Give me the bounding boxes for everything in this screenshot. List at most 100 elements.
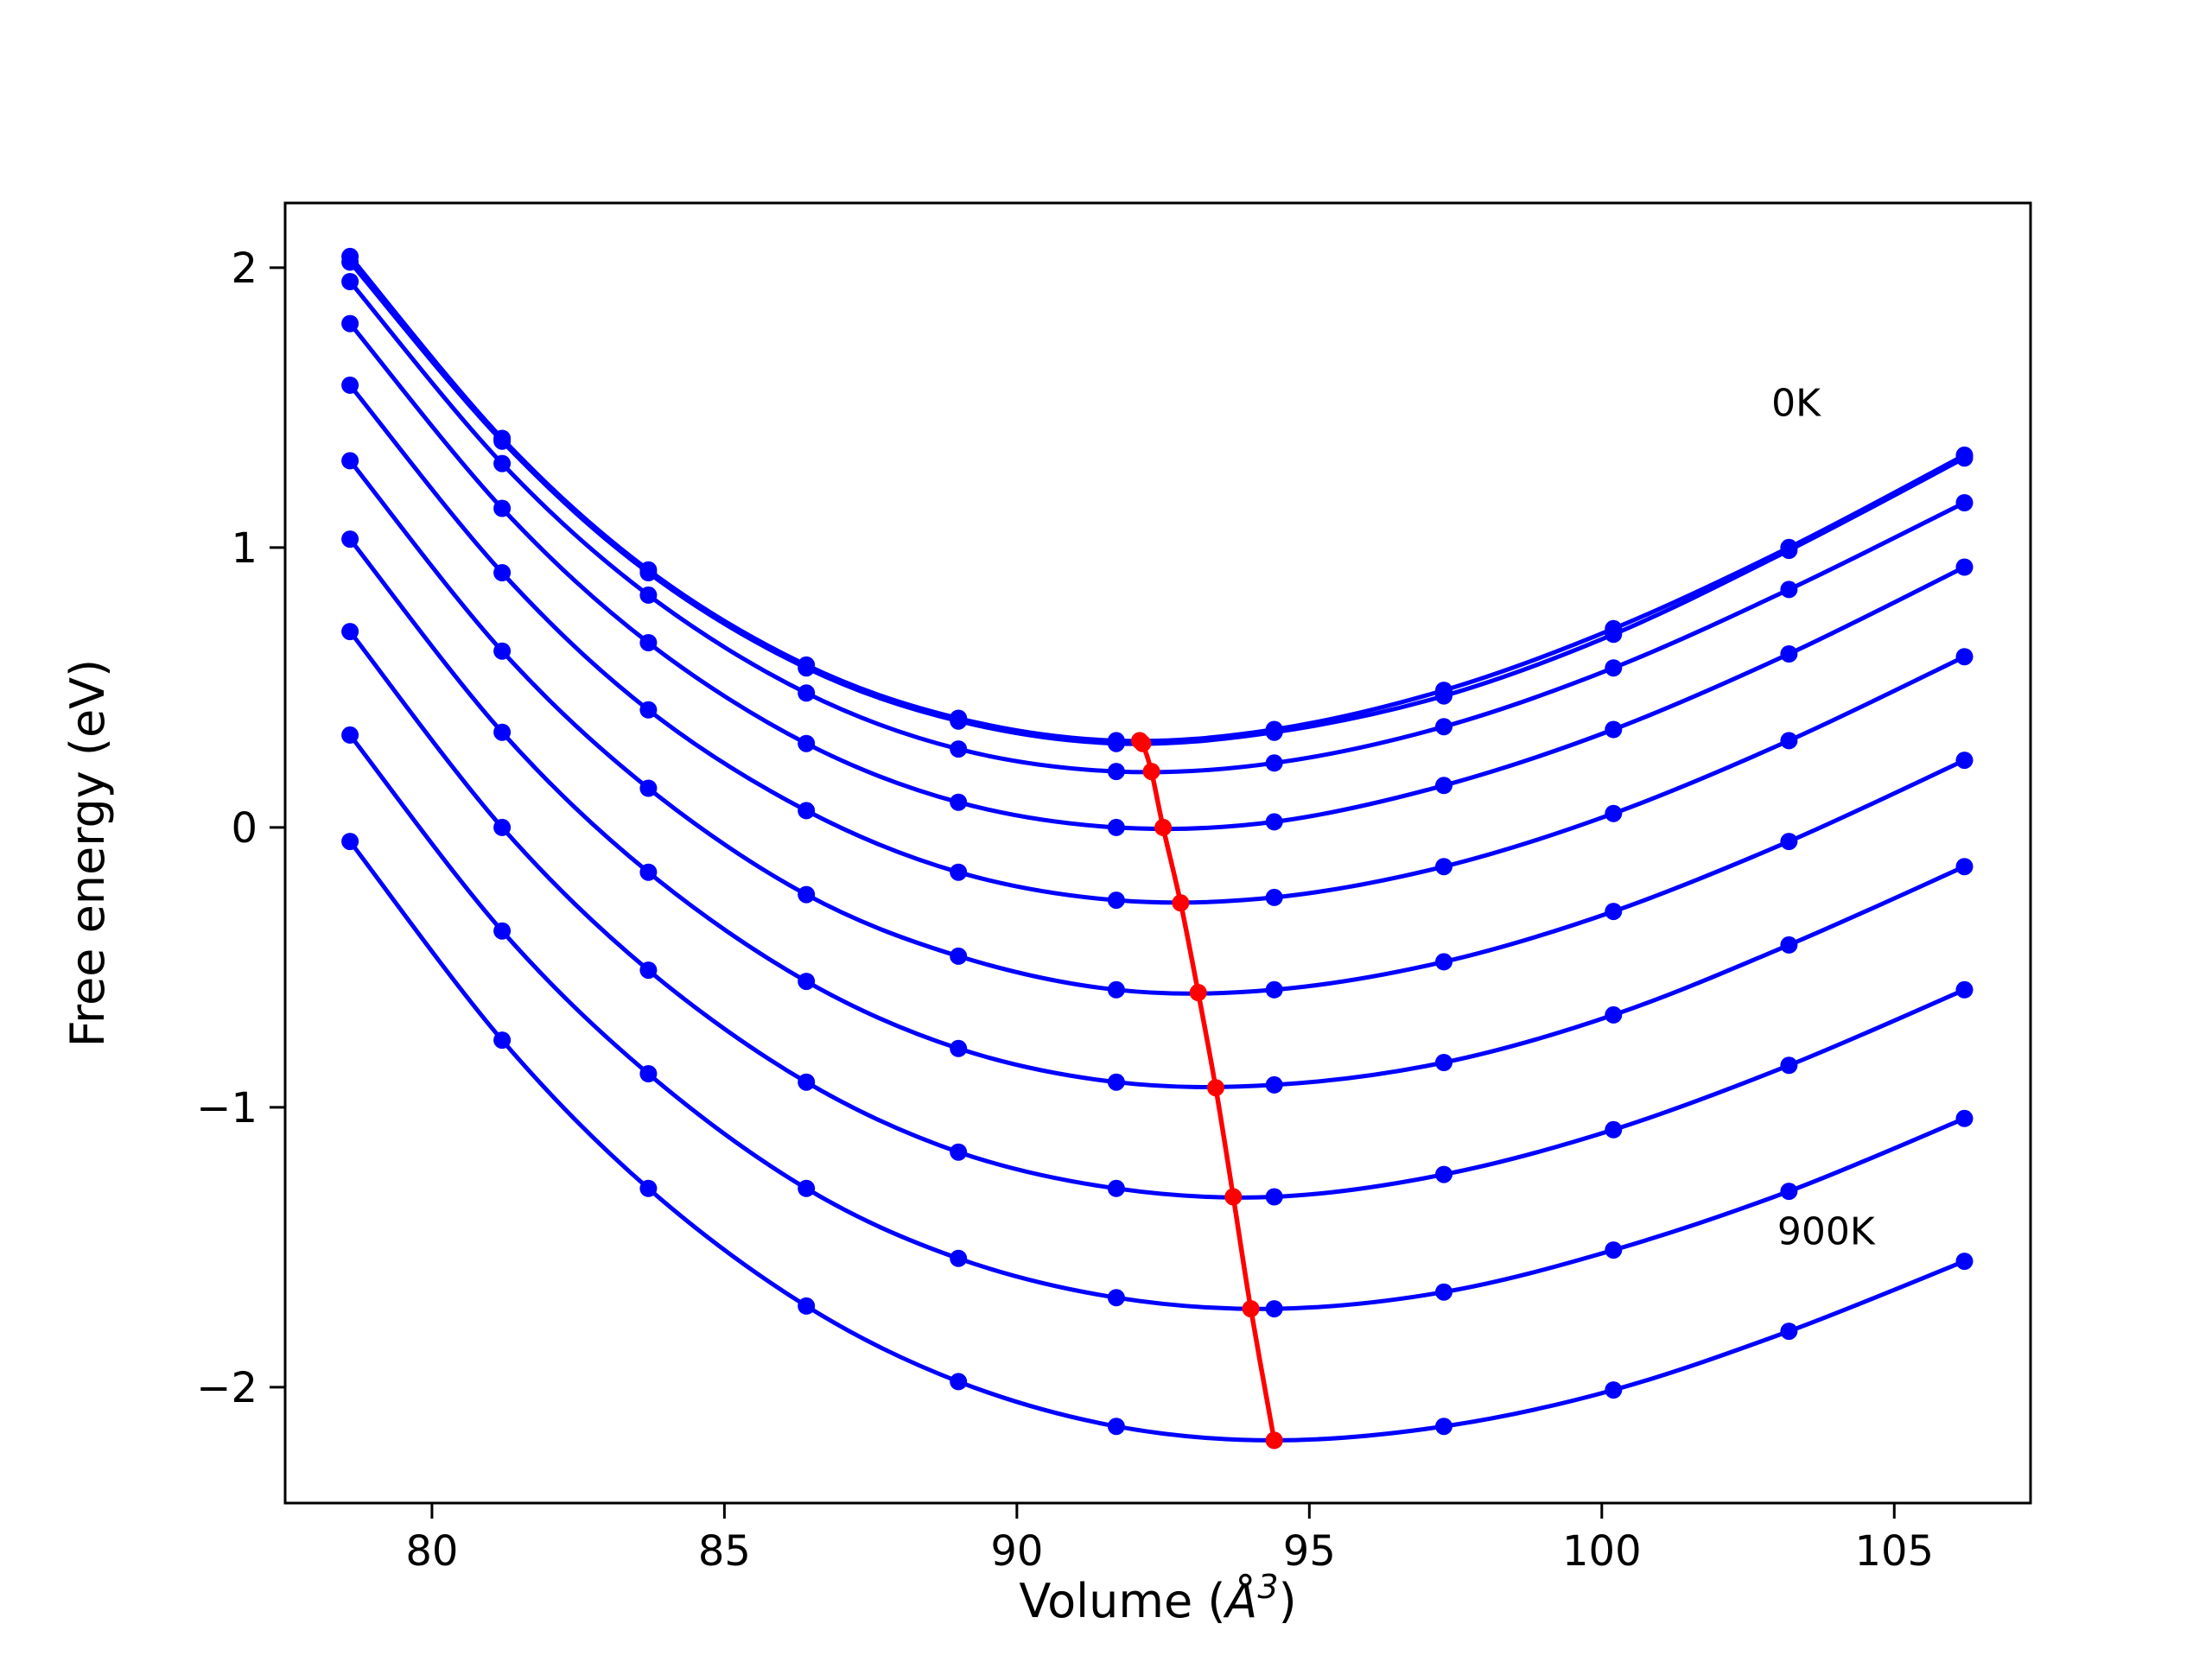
data-point-800K [493, 922, 512, 940]
data-point-900K [1780, 1323, 1798, 1341]
data-point-700K [1780, 1056, 1798, 1075]
data-point-500K [1605, 903, 1623, 921]
data-point-100K [639, 564, 658, 581]
data-point-600K [798, 973, 816, 991]
minimum-point [1172, 894, 1190, 912]
data-point-100K [1435, 687, 1452, 705]
data-point-600K [1605, 1005, 1623, 1024]
data-point-100K [1955, 449, 1974, 467]
data-point-900K [1955, 1253, 1974, 1271]
data-point-800K [639, 1065, 658, 1082]
data-point-400K [639, 701, 658, 719]
y-tick-label: 0 [231, 804, 257, 853]
x-axis-label: Volume (Å3) [1019, 1568, 1296, 1628]
data-point-700K [950, 1143, 968, 1161]
minimum-point [1142, 763, 1160, 781]
data-point-600K [1107, 1073, 1125, 1091]
data-point-400K [1605, 804, 1623, 822]
data-point-300K [493, 499, 512, 517]
data-point-900K [341, 833, 359, 851]
data-point-700K [493, 818, 512, 836]
data-point-100K [493, 432, 512, 450]
data-point-500K [1780, 833, 1798, 851]
data-point-200K [950, 740, 968, 758]
data-point-200K [1780, 580, 1798, 599]
data-point-900K [950, 1373, 968, 1391]
data-point-200K [1955, 494, 1974, 511]
data-point-500K [341, 452, 359, 470]
x-tick-label: 80 [405, 1527, 458, 1576]
y-axis: −2 −1 0 1 2 [196, 244, 285, 1412]
data-point-600K [341, 530, 359, 549]
data-point-400K [341, 376, 359, 394]
data-point-300K [798, 734, 816, 752]
y-tick-label: −2 [196, 1364, 257, 1412]
x-tick-label: 90 [990, 1527, 1043, 1576]
data-point-100K [1780, 542, 1798, 560]
data-point-300K [1107, 818, 1125, 836]
data-point-200K [341, 273, 359, 290]
data-point-700K [341, 623, 359, 641]
data-point-800K [1265, 1300, 1283, 1318]
minimum-point [1154, 818, 1173, 836]
data-point-700K [1435, 1165, 1452, 1183]
minimum-point [1134, 734, 1152, 752]
data-point-400K [1780, 732, 1798, 750]
data-point-800K [1435, 1283, 1452, 1301]
data-point-800K [1107, 1289, 1125, 1307]
data-point-500K [1265, 980, 1283, 999]
data-point-700K [798, 1073, 816, 1091]
minimum-point [1242, 1300, 1260, 1318]
data-point-900K [1605, 1381, 1623, 1399]
data-point-500K [950, 947, 968, 965]
data-point-900K [639, 1179, 658, 1197]
data-point-600K [950, 1039, 968, 1057]
data-point-100K [1265, 723, 1283, 741]
data-point-600K [1435, 1054, 1452, 1071]
data-point-800K [1955, 1109, 1974, 1127]
data-point-900K [1435, 1418, 1452, 1436]
x-tick-label: 100 [1562, 1527, 1642, 1576]
y-axis-label: Free energy (eV) [60, 659, 115, 1047]
data-point-700K [1605, 1120, 1623, 1139]
data-point-900K [798, 1297, 816, 1315]
data-point-300K [1265, 813, 1283, 831]
y-tick-label: 2 [231, 244, 257, 293]
data-point-400K [950, 863, 968, 881]
data-point-300K [341, 314, 359, 333]
data-point-300K [950, 793, 968, 811]
minimum-point [1207, 1079, 1224, 1097]
x-tick-label: 105 [1854, 1527, 1934, 1576]
data-point-300K [1955, 558, 1974, 576]
data-point-500K [493, 642, 512, 660]
x-tick-label: 85 [698, 1527, 751, 1576]
data-point-100K [798, 659, 816, 677]
equilibrium-volume-line [1131, 732, 1283, 1449]
data-point-800K [1780, 1183, 1798, 1201]
minimum-point [1265, 1431, 1283, 1449]
data-point-800K [950, 1249, 968, 1267]
data-point-200K [1605, 659, 1623, 677]
data-point-200K [1107, 763, 1125, 781]
data-point-300K [1780, 645, 1798, 663]
data-point-700K [1955, 980, 1974, 999]
data-point-300K [1435, 777, 1452, 795]
data-point-400K [1107, 891, 1125, 910]
annotation-900K: 900K [1777, 1210, 1876, 1254]
data-point-600K [639, 863, 658, 881]
x-tick-label: 95 [1283, 1527, 1336, 1576]
data-point-500K [798, 885, 816, 904]
data-point-700K [639, 961, 658, 980]
data-point-100K [950, 712, 968, 730]
data-point-500K [1435, 953, 1452, 971]
free-energy-curves [341, 247, 1974, 1449]
data-point-100K [1605, 625, 1623, 644]
y-tick-label: 1 [231, 524, 257, 573]
data-point-700K [1265, 1188, 1283, 1206]
minimum-point [1189, 984, 1207, 1001]
data-point-400K [493, 564, 512, 581]
data-point-200K [493, 454, 512, 473]
